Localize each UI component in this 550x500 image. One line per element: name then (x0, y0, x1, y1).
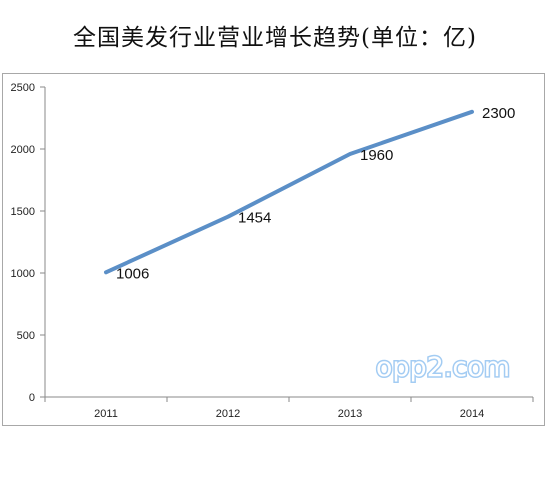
x-tick-label: 2013 (338, 408, 362, 420)
data-label: 2300 (482, 105, 515, 122)
x-axis-ticks: 2011 2012 2013 2014 (44, 397, 534, 420)
y-tick-label: 1500 (11, 206, 35, 218)
data-label: 1960 (360, 147, 393, 164)
watermark-text: opp2.com (376, 352, 510, 383)
data-label: 1454 (238, 210, 271, 227)
y-tick-label: 500 (17, 330, 35, 342)
y-axis-ticks: 0 500 1000 1500 2000 2500 (11, 82, 45, 404)
chart-title: 全国美发行业营业增长趋势(单位：亿) (73, 25, 477, 51)
data-label: 1006 (116, 265, 149, 282)
data-labels: 1006 1454 1960 2300 (116, 105, 515, 282)
chart-frame (2, 73, 545, 426)
y-tick-label: 1000 (11, 268, 35, 280)
series-group (104, 109, 474, 275)
y-tick-label: 2500 (11, 82, 35, 94)
x-tick-label: 2012 (216, 408, 240, 420)
y-tick-label: 0 (29, 392, 35, 404)
x-tick-label: 2011 (94, 408, 118, 420)
x-tick-label: 2014 (460, 408, 484, 420)
series-line (104, 109, 474, 275)
chart-axes (44, 87, 533, 398)
y-tick-label: 2000 (11, 144, 35, 156)
